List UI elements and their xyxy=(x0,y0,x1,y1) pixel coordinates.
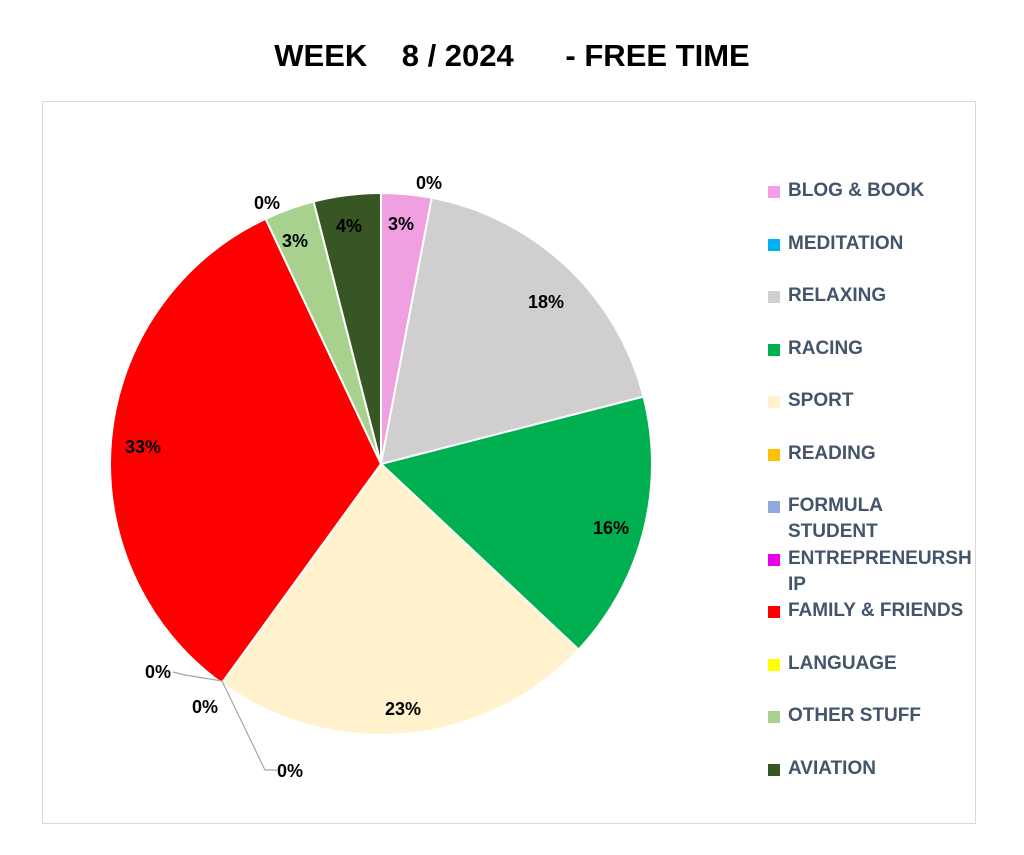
data-label-relaxing: 18% xyxy=(528,292,564,312)
legend-label-line: RELAXING xyxy=(788,285,887,306)
legend-swatch xyxy=(768,396,780,408)
legend-swatch xyxy=(768,606,780,618)
legend-label-line: READING xyxy=(788,442,876,464)
legend-label-line: FORMULA xyxy=(788,495,883,516)
legend-label-line: IP xyxy=(788,573,806,595)
legend-swatch xyxy=(768,711,780,723)
pie-slice-family-and-friends xyxy=(109,217,383,685)
legend-label: SPORT xyxy=(788,388,983,414)
data-label-family-and-friends: 33% xyxy=(125,437,161,457)
chart-frame xyxy=(42,101,976,824)
data-label-racing: 16% xyxy=(593,518,629,538)
legend-label: OTHER STUFF xyxy=(788,703,983,729)
pie-slice-aviation xyxy=(312,191,382,465)
data-label-reading: 0% xyxy=(192,697,218,717)
legend-swatch xyxy=(768,658,780,671)
data-label-formula-student: 0% xyxy=(145,662,171,682)
legend-label-line: SPORT xyxy=(788,390,854,411)
legend-label: MEDITATION xyxy=(788,231,983,257)
legend-label: BLOG & BOOK xyxy=(788,178,983,204)
legend-label-line: BLOG & BOOK xyxy=(788,180,925,201)
legend-label: READING xyxy=(788,441,983,467)
legend-label-line: OTHER STUFF xyxy=(788,705,921,726)
legend-label: ENTREPRENEURSH IP xyxy=(788,546,983,598)
legend-swatch xyxy=(768,291,780,303)
leader-line-formula-student xyxy=(172,671,223,682)
legend-swatch xyxy=(768,553,780,566)
legend-label-line: LANGUAGE xyxy=(788,652,897,674)
legend-label: AVIATION xyxy=(788,756,983,782)
data-label-entrepreneurship: 0% xyxy=(277,761,303,781)
pie-slice-racing xyxy=(378,395,654,651)
legend-swatch xyxy=(768,186,780,198)
chart-title: WEEK 8 / 2024 - FREE TIME xyxy=(274,38,750,73)
legend-label: RELAXING xyxy=(788,283,983,309)
legend-label-line: AVIATION xyxy=(788,757,876,779)
legend-label: RACING xyxy=(788,336,983,362)
data-label-other-stuff: 3% xyxy=(282,231,308,251)
data-label-meditation: 0% xyxy=(416,173,442,193)
pie-slice-sport xyxy=(220,462,580,736)
legend-swatch xyxy=(768,343,780,356)
legend-label: LANGUAGE xyxy=(788,651,983,677)
legend-label-line: RACING xyxy=(788,337,863,359)
legend-swatch xyxy=(768,501,780,513)
data-label-aviation: 4% xyxy=(336,216,362,236)
data-label-language: 0% xyxy=(254,193,280,213)
legend-label: FORMULA STUDENT xyxy=(788,493,983,545)
data-label-sport: 23% xyxy=(385,699,421,719)
legend-label-line: FAMILY & FRIENDS xyxy=(788,600,964,621)
legend-label-line: ENTREPRENEURSH xyxy=(788,547,972,569)
pie-slice-relaxing xyxy=(379,196,645,466)
legend-swatch xyxy=(768,238,780,251)
legend-label: FAMILY & FRIENDS xyxy=(788,598,983,624)
legend-swatch xyxy=(768,763,780,776)
data-label-blog-and-book: 3% xyxy=(388,214,414,234)
legend-label-line: MEDITATION xyxy=(788,232,904,254)
leader-line-entrepreneurship xyxy=(221,680,277,771)
legend-swatch xyxy=(768,448,780,461)
legend-label-line: STUDENT xyxy=(788,521,878,542)
